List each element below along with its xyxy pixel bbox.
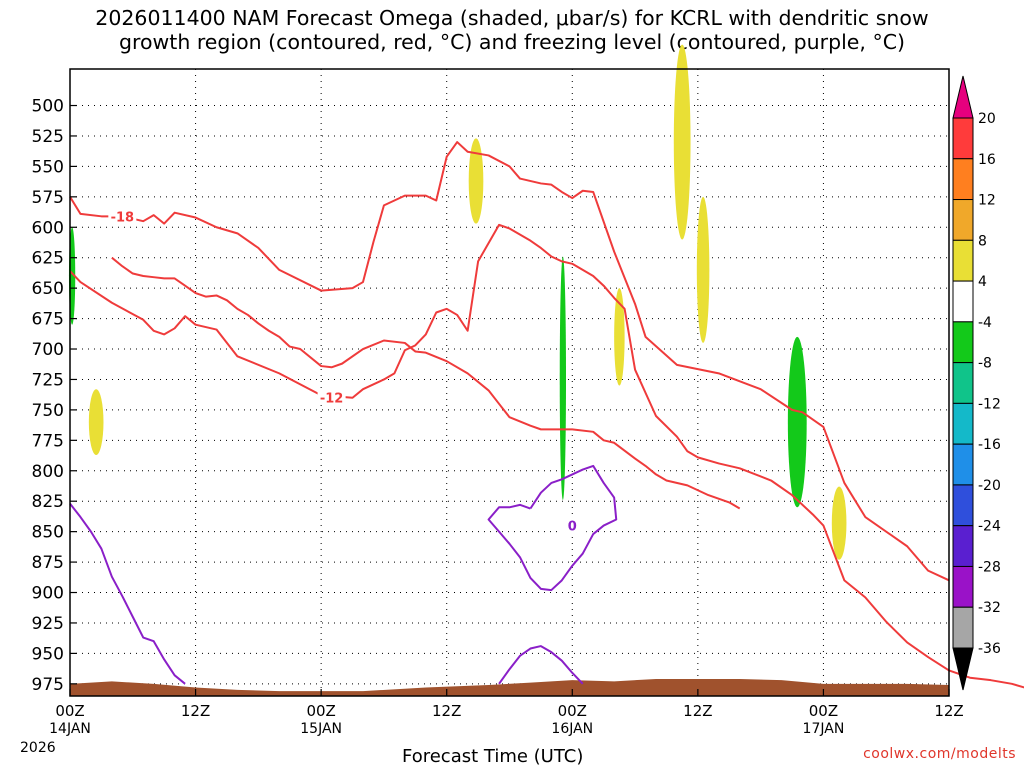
colorbar-label: 12 <box>978 193 996 209</box>
yellow-blob-5 <box>614 288 625 386</box>
colorbar-top-arrow <box>952 75 974 119</box>
yellow-blob-6 <box>831 486 847 560</box>
y-tick-label: 650 <box>32 279 64 299</box>
y-tick-label: 600 <box>32 218 64 238</box>
colorbar-label: -12 <box>978 396 1001 412</box>
colorbar-bin <box>952 565 974 608</box>
colorbar-label: -36 <box>978 641 1001 657</box>
x-tick-label: 00Z <box>306 702 335 720</box>
colorbar-bin <box>952 239 974 282</box>
y-tick-label: 875 <box>32 553 64 573</box>
dgz-minus18-lower <box>69 141 950 582</box>
yellow-blob-3 <box>673 44 691 240</box>
y-tick-label: 925 <box>32 614 64 634</box>
colorbar-bin <box>952 525 974 567</box>
colorbar-label: 16 <box>978 152 996 168</box>
colorbar-label: -4 <box>978 315 992 331</box>
dgz-minus12-label-bg <box>317 389 346 405</box>
y-tick-label: 825 <box>32 492 64 512</box>
colorbar-bin <box>952 606 974 649</box>
y-tick-label: 725 <box>32 370 64 390</box>
yellow-blob-4 <box>696 196 710 343</box>
colorbar-label: -16 <box>978 437 1001 453</box>
freezing-level-left <box>69 503 186 685</box>
y-tick-label: 950 <box>32 644 64 664</box>
freezing-level-right-label-bg <box>558 517 587 533</box>
plot-frame <box>69 68 950 697</box>
x-tick-label: 12Z <box>683 702 712 720</box>
colorbar-bin <box>952 484 974 527</box>
x-tick-label: 00Z <box>809 702 838 720</box>
colorbar-bin <box>952 199 974 241</box>
colorbar-label: 8 <box>978 233 987 249</box>
y-tick-label: 900 <box>32 584 64 604</box>
plot-area <box>70 69 949 696</box>
contours: -18 -12 0 <box>69 141 1024 689</box>
y-tick-label: 850 <box>32 523 64 543</box>
freezing-level-bottom <box>498 645 584 685</box>
y-tick-label: 500 <box>32 97 64 117</box>
x-tick-label: 00Z <box>55 702 84 720</box>
x-tick-label: 00Z <box>558 702 587 720</box>
title-line-2: growth region (contoured, red, °C) and f… <box>118 30 906 54</box>
yellow-blob-1 <box>88 389 104 455</box>
green-blob-3 <box>787 336 807 508</box>
freezing-level-right-label: 0 <box>568 520 577 535</box>
x-tick-date: 14JAN <box>49 721 91 737</box>
terrain-fill <box>70 678 949 696</box>
chart-title: 2026011400 NAM Forecast Omega (shaded, μ… <box>0 6 1024 54</box>
colorbar-label: -32 <box>978 600 1001 616</box>
y-tick-label: 550 <box>32 157 64 177</box>
terrain <box>70 678 949 696</box>
colorbar-bin <box>952 443 974 486</box>
colorbar-bin <box>952 158 974 201</box>
x-tick-date: 16JAN <box>551 721 593 737</box>
title-line-1: 2026011400 NAM Forecast Omega (shaded, μ… <box>95 6 929 30</box>
yellow-blob-2 <box>468 138 484 224</box>
y-tick-label: 975 <box>32 675 64 695</box>
colorbar: 20 16 12 8 4 -4 -8 -12 -16 -20 -24 -28 -32 -36 <box>952 75 1001 691</box>
colorbar-bin <box>952 402 974 445</box>
y-axis: 500 525 550 575 600 625 650 675 700 725 750 775 800 8… <box>32 97 77 695</box>
year-label: 2026 <box>20 740 56 756</box>
colorbar-bottom-arrow <box>952 647 974 691</box>
y-tick-label: 750 <box>32 401 64 421</box>
plot-background <box>70 69 949 696</box>
dgz-minus12 <box>111 256 741 510</box>
x-axis-title: Forecast Time (UTC) <box>402 746 584 767</box>
y-tick-label: 525 <box>32 127 64 147</box>
y-tick-label: 800 <box>32 462 64 482</box>
green-blob-2 <box>559 256 567 500</box>
x-tick-label: 12Z <box>181 702 210 720</box>
dgz-minus18-upper <box>69 223 1024 689</box>
x-tick-label: 12Z <box>934 702 963 720</box>
dgz-minus12-label: -12 <box>320 392 344 407</box>
colorbar-bin <box>952 362 974 404</box>
y-tick-label: 625 <box>32 249 64 269</box>
x-tick-date: 17JAN <box>803 721 845 737</box>
x-tick-label: 12Z <box>432 702 461 720</box>
colorbar-label: 4 <box>978 274 987 290</box>
y-tick-label: 775 <box>32 431 64 451</box>
y-tick-label: 700 <box>32 340 64 360</box>
dgz-minus18-lower-label: -18 <box>111 210 135 225</box>
colorbar-label: -20 <box>978 478 1001 494</box>
colorbar-label: -8 <box>978 356 992 372</box>
colorbar-bin <box>952 321 974 364</box>
dgz-minus18-lower-label-bg <box>108 208 137 224</box>
colorbar-bin <box>952 280 974 323</box>
colorbar-label: -28 <box>978 559 1001 575</box>
colorbar-label: 20 <box>978 111 996 127</box>
colorbar-bin <box>952 117 974 160</box>
plot-border <box>69 68 950 697</box>
y-tick-label: 675 <box>32 310 64 330</box>
colorbar-label: -24 <box>978 519 1001 535</box>
x-tick-date: 15JAN <box>300 721 342 737</box>
credit-link[interactable]: coolwx.com/modelts <box>863 746 1016 762</box>
freezing-level-right <box>487 464 618 592</box>
omega-shading <box>68 44 847 560</box>
y-tick-label: 575 <box>32 188 64 208</box>
